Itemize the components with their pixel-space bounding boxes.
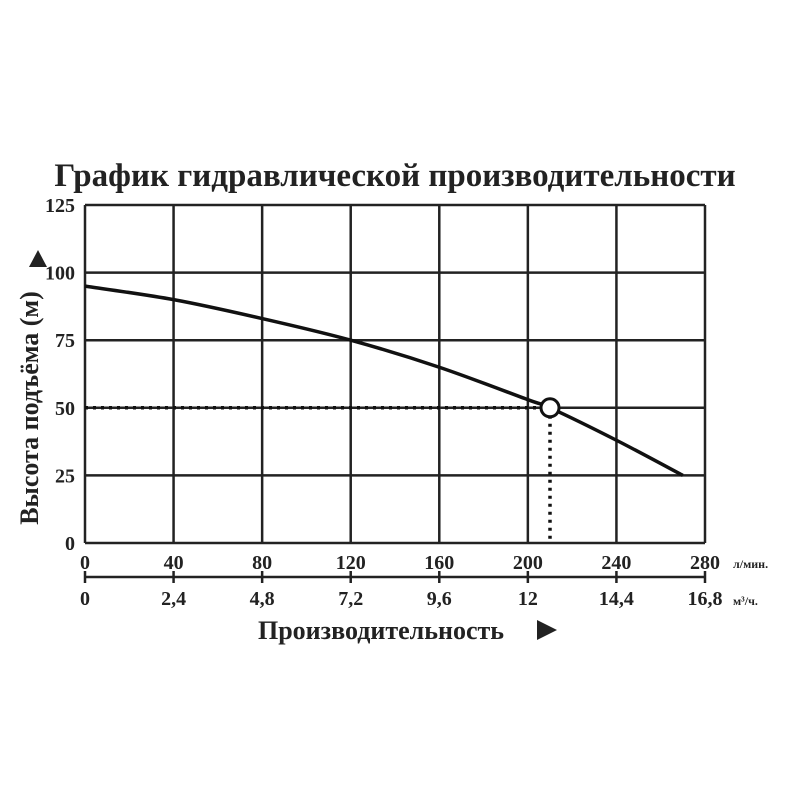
x-tick-label-m3h: 7,2 (338, 588, 363, 610)
x-tick-label-m3h: 0 (80, 588, 90, 610)
x-tick-label-lpm: 40 (164, 552, 184, 574)
y-tick-label: 75 (55, 330, 75, 352)
x-tick-label-lpm: 280 (690, 552, 720, 574)
x-tick-label-lpm: 120 (336, 552, 366, 574)
x-tick-label-m3h: 12 (518, 588, 538, 610)
y-tick-label: 100 (45, 263, 75, 285)
operating-point-marker (539, 397, 561, 419)
x-tick-label-m3h: 9,6 (427, 588, 452, 610)
y-axis-ticks: 0 25 50 75 100 125 (45, 195, 75, 555)
y-tick-label: 125 (45, 195, 75, 217)
x-axis-arrow-icon (537, 620, 557, 640)
x-tick-label-lpm: 0 (80, 552, 90, 574)
series-line (84, 284, 684, 477)
operating-point (85, 397, 561, 543)
x-axis-ticks-m3h: 0 2,4 4,8 7,2 9,6 12 14,4 16,8 (80, 571, 723, 610)
x-tick-label-lpm: 240 (601, 552, 631, 574)
grid (83, 203, 707, 545)
x-tick-label-lpm: 200 (513, 552, 543, 574)
x-axis-ticks-lpm: 0 40 80 120 160 200 240 280 (80, 552, 720, 574)
x-tick-label-m3h: 14,4 (599, 588, 634, 610)
y-axis-arrow-icon (29, 250, 47, 267)
y-tick-label: 25 (55, 465, 75, 487)
y-tick-label: 0 (65, 533, 75, 555)
x-tick-label-lpm: 80 (252, 552, 272, 574)
x-tick-label-m3h: 2,4 (161, 588, 186, 610)
x-unit-lpm: л/мин. (733, 557, 768, 571)
x-tick-label-lpm: 160 (424, 552, 454, 574)
y-axis-label: Высота подъёма (м) (15, 291, 44, 525)
y-axis-title: Высота подъёма (м) (15, 291, 44, 525)
x-axis-label: Производительность (258, 616, 504, 645)
chart-title: График гидравлической производительности (54, 158, 735, 194)
series (84, 284, 684, 477)
y-tick-label: 50 (55, 398, 75, 420)
x-tick-label-m3h: 16,8 (688, 588, 723, 610)
x-tick-label-m3h: 4,8 (250, 588, 275, 610)
x-unit-m3h: м³/ч. (733, 594, 758, 608)
